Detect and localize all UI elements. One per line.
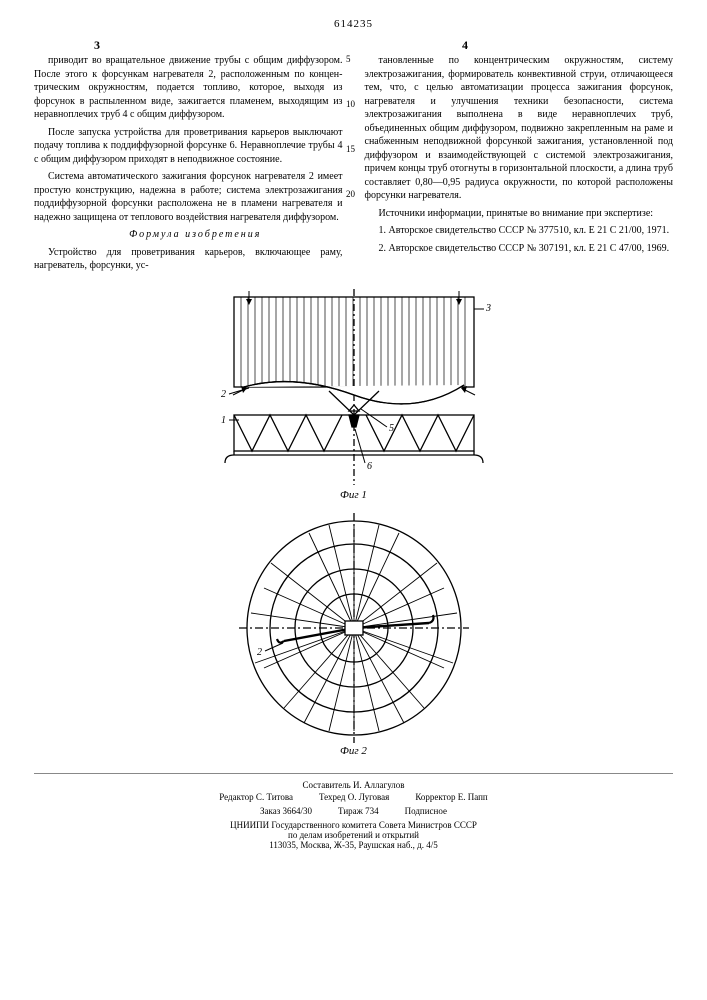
line-marker: 15 (346, 144, 355, 154)
line-marker: 20 (346, 189, 355, 199)
circulation: Тираж 734 (338, 806, 379, 816)
publisher-line-1: ЦНИИПИ Государственного комитета Совета … (34, 820, 673, 830)
order-number: Заказ 3664/30 (260, 806, 312, 816)
line-number-gutter: 5 10 15 20 (346, 54, 355, 234)
publisher-address: 113035, Москва, Ж-35, Раушская наб., д. … (34, 840, 673, 850)
publisher-line-2: по делам изобретений и открытий (34, 830, 673, 840)
line-marker: 10 (346, 99, 355, 109)
svg-text:2: 2 (221, 389, 226, 400)
svg-text:1: 1 (221, 415, 226, 426)
imprint-block: Составитель И. Аллагулов Редактор С. Тит… (34, 773, 673, 850)
figures-block: 3 2 1 5 6 Фиг 1 (34, 287, 673, 757)
editor: Редактор С. Титова (219, 792, 293, 802)
page-numbers: 3 4 (34, 38, 673, 50)
page-num-left: 3 (94, 38, 100, 53)
page-num-right: 4 (462, 38, 468, 53)
figure-1-caption: Фиг 1 (34, 489, 673, 501)
paragraph: Система автоматического зажигания форсу­… (34, 170, 343, 224)
paragraph: После запуска устройства для проветрива­… (34, 126, 343, 167)
right-column: тановленные по концентрическим окружност… (365, 54, 674, 277)
left-column: приводит во вращательное движение трубы … (34, 54, 343, 277)
paragraph: тановленные по концентрическим окружност… (365, 54, 674, 203)
document-number: 614235 (34, 18, 673, 30)
svg-text:5: 5 (389, 423, 394, 434)
tech-editor: Техред О. Луговая (319, 792, 389, 802)
svg-text:3: 3 (485, 303, 491, 314)
source-item: 2. Авторское свидетельство СССР № 307191… (365, 242, 674, 256)
paragraph: приводит во вращательное движение трубы … (34, 54, 343, 122)
formula-heading: Формула изобретения (34, 228, 343, 242)
paragraph: Устройство для проветривания карьеров, в… (34, 246, 343, 273)
source-item: 1. Авторское свидетельство СССР № 377510… (365, 224, 674, 238)
figure-2: 2 (239, 513, 469, 743)
figure-1: 3 2 1 5 6 (189, 287, 519, 487)
corrector: Корректор Е. Папп (415, 792, 487, 802)
subscription: Подписное (405, 806, 447, 816)
figure-2-caption: Фиг 2 (34, 745, 673, 757)
sources-heading: Источники информации, принятые во вни­ма… (365, 207, 674, 221)
line-marker: 5 (346, 54, 355, 64)
compiler: Составитель И. Аллагулов (302, 780, 404, 790)
svg-text:2: 2 (257, 647, 262, 658)
svg-text:6: 6 (367, 461, 372, 472)
